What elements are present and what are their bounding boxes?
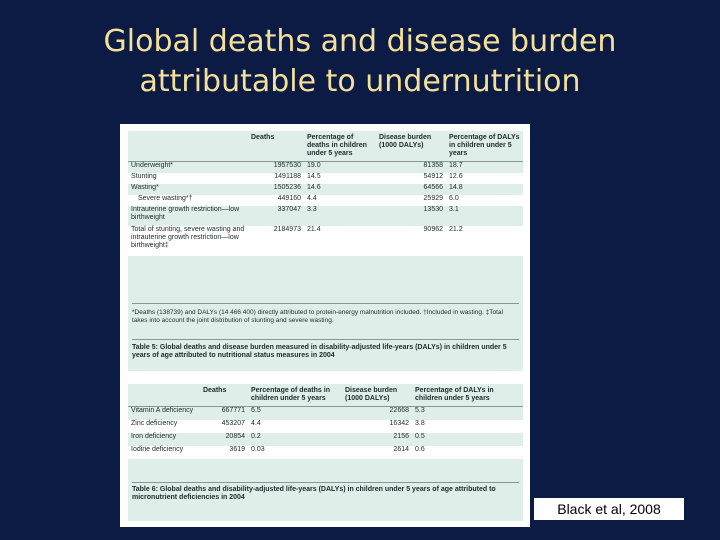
table-row: Underweight* 1957530 19.0 81358 18.7 <box>128 162 523 174</box>
burden-cell: 16342 <box>342 420 412 433</box>
row-label: Stunting <box>128 173 248 184</box>
table-row: Vitamin A deficiency 667771 6.5 22668 5.… <box>128 407 523 421</box>
pct-deaths-cell: 19.0 <box>307 162 321 169</box>
row-label: Iodine deficiency <box>128 446 200 459</box>
row-label: Wasting* <box>131 184 159 191</box>
table-5-header-row: Deaths Percentage of deaths in children … <box>128 131 523 162</box>
burden-cell: 25929 <box>376 195 446 206</box>
row-label: Zinc deficiency <box>128 420 200 433</box>
table-5-header-label <box>128 131 248 162</box>
pct-dalys-cell: 12.6 <box>446 173 523 184</box>
scanned-page: Deaths Percentage of deaths in children … <box>120 124 530 527</box>
deaths-cell: 2184973 <box>248 226 304 256</box>
burden-cell: 54912 <box>376 173 446 184</box>
table-6-caption: Table 6: Global deaths and disability-ad… <box>132 486 496 501</box>
slide-title-line-2: attributable to undernutrition <box>139 64 581 99</box>
table-5-footnote: *Deaths (138739) and DALYs (14 466 400) … <box>132 309 503 324</box>
row-label: Severe wasting*† <box>128 195 248 206</box>
table-6-header-deaths: Deaths <box>200 384 248 407</box>
pct-dalys-cell: 5.3 <box>415 407 425 414</box>
pct-deaths-cell: 6.5 <box>251 407 261 414</box>
table-5-panel: Deaths Percentage of deaths in children … <box>128 131 523 371</box>
pct-deaths-cell: 0.03 <box>248 446 342 459</box>
pct-deaths-cell: 4.4 <box>304 195 376 206</box>
table-5-header-pct-dalys: Percentage of DALYs in children under 5 … <box>446 131 523 162</box>
deaths-cell: 453207 <box>200 420 248 433</box>
pct-deaths-cell: 14.5 <box>304 173 376 184</box>
deaths-cell: 337047 <box>277 206 301 213</box>
deaths-cell: 1957530 <box>273 162 301 169</box>
table-5-caption: Table 5: Global deaths and disease burde… <box>132 344 507 359</box>
pct-dalys-cell: 3.1 <box>449 206 459 213</box>
table-6-header-row: Deaths Percentage of deaths in children … <box>128 384 523 407</box>
pct-dalys-cell: 14.8 <box>449 184 463 191</box>
row-label: Intrauterine growth restriction—low birt… <box>131 206 240 221</box>
deaths-cell: 20854 <box>225 433 245 440</box>
row-label: Vitamin A deficiency <box>131 407 194 414</box>
table-5-divider <box>132 303 519 304</box>
table-6-caption-divider <box>132 482 519 483</box>
table-6: Deaths Percentage of deaths in children … <box>128 384 523 459</box>
pct-dalys-cell: 18.7 <box>449 162 463 169</box>
pct-deaths-cell: 3.3 <box>307 206 317 213</box>
table-6-header-burden: Disease burden (1000 DALYs) <box>342 384 412 407</box>
deaths-cell: 1505236 <box>273 184 301 191</box>
pct-deaths-cell: 4.4 <box>248 420 342 433</box>
burden-cell: 13530 <box>423 206 443 213</box>
table-row: Severe wasting*† 449160 4.4 25929 6.0 <box>128 195 523 206</box>
burden-cell: 64566 <box>423 184 443 191</box>
table-5-caption-divider <box>132 339 519 340</box>
table-5-header-pct-deaths: Percentage of deaths in children under 5… <box>304 131 376 162</box>
pct-deaths-cell: 21.4 <box>304 226 376 256</box>
table-6-header-label <box>128 384 200 407</box>
deaths-cell: 449160 <box>248 195 304 206</box>
table-row: Iodine deficiency 3619 0.03 2614 0.6 <box>128 446 523 459</box>
deaths-cell: 667771 <box>221 407 245 414</box>
burden-cell: 2156 <box>393 433 409 440</box>
pct-dalys-cell: 21.2 <box>446 226 523 256</box>
burden-cell: 90962 <box>376 226 446 256</box>
burden-cell: 22668 <box>389 407 409 414</box>
table-6-header-pct-deaths: Percentage of deaths in children under 5… <box>248 384 342 407</box>
table-6-panel: Deaths Percentage of deaths in children … <box>128 384 523 521</box>
pct-dalys-cell: 6.0 <box>446 195 523 206</box>
burden-cell: 81358 <box>423 162 443 169</box>
deaths-cell: 1491188 <box>248 173 304 184</box>
burden-cell: 2614 <box>342 446 412 459</box>
table-row: Wasting* 1505236 14.6 64566 14.8 <box>128 184 523 195</box>
row-label: Iron deficiency <box>131 433 177 440</box>
table-row: Stunting 1491188 14.5 54912 12.6 <box>128 173 523 184</box>
deaths-cell: 3619 <box>200 446 248 459</box>
row-label: Underweight* <box>131 162 174 169</box>
pct-dalys-cell: 3.8 <box>412 420 523 433</box>
table-5-header-deaths: Deaths <box>248 131 304 162</box>
table-row: Total of stunting, severe wasting and in… <box>128 226 523 256</box>
pct-dalys-cell: 0.6 <box>412 446 523 459</box>
table-5: Deaths Percentage of deaths in children … <box>128 131 523 256</box>
citation: Black et al, 2008 <box>534 498 684 520</box>
slide-title-line-1: Global deaths and disease burden <box>103 24 617 59</box>
table-6-header-pct-dalys: Percentage of DALYs in children under 5 … <box>412 384 523 407</box>
table-5-header-burden: Disease burden (1000 DALYs) <box>376 131 446 162</box>
pct-deaths-cell: 14.6 <box>307 184 321 191</box>
slide-title: Global deaths and disease burden attribu… <box>0 22 720 102</box>
pct-deaths-cell: 0.2 <box>251 433 261 440</box>
pct-dalys-cell: 0.5 <box>415 433 425 440</box>
table-row: Zinc deficiency 453207 4.4 16342 3.8 <box>128 420 523 433</box>
table-row: Intrauterine growth restriction—low birt… <box>128 206 523 226</box>
table-row: Iron deficiency 20854 0.2 2156 0.5 <box>128 433 523 446</box>
row-label: Total of stunting, severe wasting and in… <box>128 226 248 256</box>
